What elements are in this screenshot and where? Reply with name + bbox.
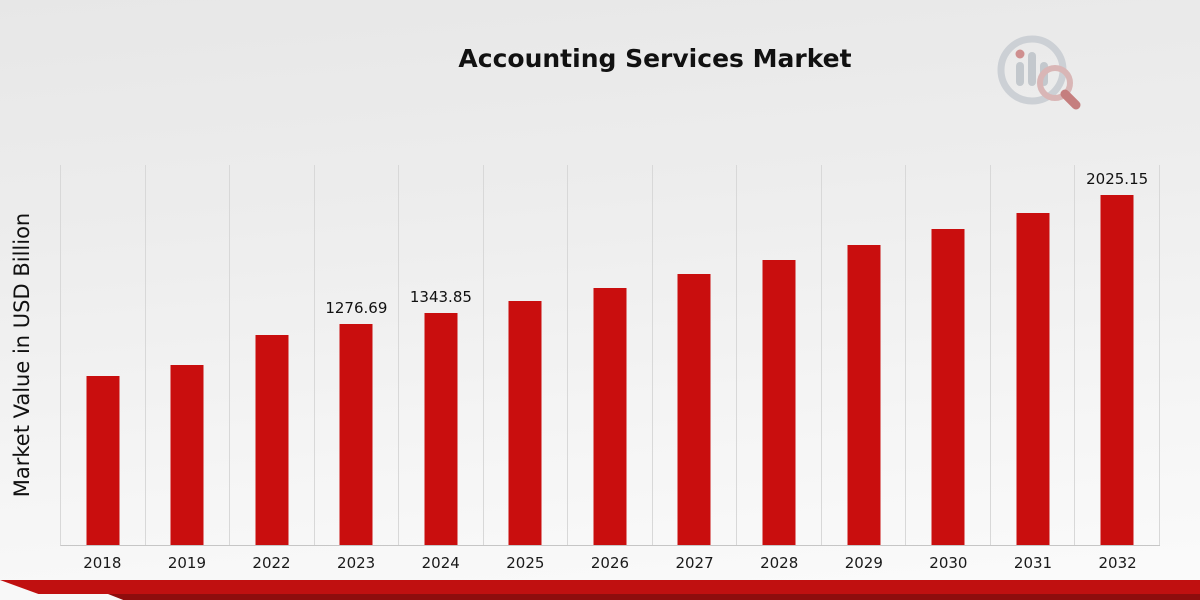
x-tick-label: 2022 bbox=[252, 554, 291, 572]
logo-dot-icon bbox=[1015, 49, 1025, 59]
magnifier-lens-icon bbox=[1037, 65, 1073, 101]
x-tick-label: 2019 bbox=[167, 554, 206, 572]
magnifier-handle-icon bbox=[1060, 89, 1081, 110]
chart-title: Accounting Services Market bbox=[458, 44, 852, 73]
footer-ribbon bbox=[0, 580, 1200, 594]
bar-value-label: 1276.69 bbox=[325, 299, 388, 317]
bar-value-label: 1343.85 bbox=[409, 288, 472, 306]
bars-row: 1276.69 1343.85 2025.15 bbox=[60, 165, 1160, 546]
y-axis-label: Market Value in USD Billion bbox=[10, 212, 34, 498]
bar-2032 bbox=[1100, 195, 1134, 545]
bar-2026 bbox=[593, 288, 627, 545]
footer-ribbon-dark bbox=[108, 594, 1200, 600]
x-tick-label: 2028 bbox=[760, 554, 799, 572]
x-tick-label: 2024 bbox=[421, 554, 460, 572]
bar-2022 bbox=[255, 335, 289, 545]
chart-column: 1276.69 bbox=[315, 165, 400, 545]
x-tick-label: 2023 bbox=[337, 554, 376, 572]
ticks-row: 2018 2019 2022 2023 2024 2025 2026 2027 2028 2029… bbox=[60, 554, 1160, 572]
logo-bar-icon bbox=[1028, 52, 1036, 86]
chart-column bbox=[568, 165, 653, 545]
chart-column bbox=[822, 165, 907, 545]
bar-2018 bbox=[86, 376, 120, 545]
plot-area: 1276.69 1343.85 2025.15 2018 2019 2022 2023 20… bbox=[60, 165, 1160, 572]
x-tick-label: 2031 bbox=[1013, 554, 1053, 572]
chart-column bbox=[906, 165, 991, 545]
x-tick-label: 2027 bbox=[675, 554, 714, 572]
x-tick-label: 2029 bbox=[844, 554, 883, 572]
bar-2019 bbox=[170, 365, 204, 545]
chart-column bbox=[653, 165, 738, 545]
chart-column bbox=[146, 165, 231, 545]
chart-column: 2025.15 bbox=[1075, 165, 1160, 545]
bar-2029 bbox=[847, 245, 881, 545]
x-tick-label: 2018 bbox=[83, 554, 122, 572]
chart-column bbox=[484, 165, 569, 545]
bar-2030 bbox=[931, 229, 965, 545]
bar-2023 bbox=[339, 324, 373, 545]
bar-2025 bbox=[508, 301, 542, 545]
chart-column bbox=[230, 165, 315, 545]
x-tick-label: 2026 bbox=[590, 554, 630, 572]
chart-column bbox=[991, 165, 1076, 545]
chart-column bbox=[61, 165, 146, 545]
bar-chart-magnifier-logo-icon bbox=[997, 35, 1081, 110]
x-tick-label: 2030 bbox=[929, 554, 968, 572]
bar-value-label: 2025.15 bbox=[1086, 170, 1149, 188]
bar-2031 bbox=[1016, 213, 1050, 545]
logo-bar-icon bbox=[1016, 62, 1024, 86]
chart-column bbox=[737, 165, 822, 545]
x-tick-label: 2032 bbox=[1098, 554, 1137, 572]
chart-column: 1343.85 bbox=[399, 165, 484, 545]
bar-2027 bbox=[677, 274, 711, 545]
bar-2028 bbox=[762, 260, 796, 545]
bar-2024 bbox=[424, 313, 458, 545]
x-tick-label: 2025 bbox=[506, 554, 545, 572]
